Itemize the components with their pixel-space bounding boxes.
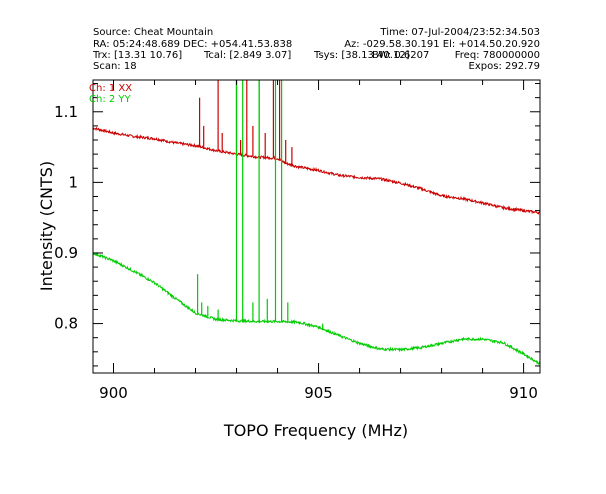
header-freq: Freq: 780000000 — [454, 50, 540, 61]
header-ra-dec: RA: 05:24:48.689 DEC: +054.41.53.838 — [93, 39, 293, 50]
x-tick-label: 900 — [99, 384, 128, 402]
legend-entry: Ch: 2 YY — [89, 94, 132, 105]
header-scan: Scan: 18 — [93, 61, 137, 72]
header-tsys: Tsys: [38.13 40.12] — [314, 50, 410, 61]
y-tick-label: 1 — [68, 173, 78, 191]
header-tcal: Tcal: [2.849 3.07] — [204, 50, 292, 61]
y-tick-label: 0.9 — [54, 244, 78, 262]
header-bw: BW: 0.6207 — [372, 50, 430, 61]
header-expos: Expos: 292.79 — [468, 61, 540, 72]
header-time: Time: 07-Jul-2004/23:52:34.503 — [380, 27, 540, 38]
header-trx: Trx: [13.31 10.76] — [93, 50, 183, 61]
x-tick-label: 905 — [304, 384, 333, 402]
ticks-layer: 900 905 910 0.8 0.9 1 1.1 — [54, 80, 540, 402]
y-axis-title: Intensity (CNTS) — [37, 161, 56, 291]
header-az-el: Az: -029.58.30.191 El: +014.50.20.920 — [344, 39, 540, 50]
legend-entry: Ch: 1 XX — [89, 83, 132, 94]
y-tick-label: 1.1 — [54, 103, 78, 121]
y-tick-label: 0.8 — [54, 315, 78, 333]
header-source: Source: Cheat Mountain — [93, 27, 214, 38]
series-line-1 — [93, 126, 540, 215]
x-tick-label: 910 — [509, 384, 538, 402]
series-layer — [93, 80, 540, 365]
x-axis-title: TOPO Frequency (MHz) — [223, 421, 408, 440]
plot-frame — [92, 79, 541, 374]
series-line-2 — [93, 251, 540, 365]
